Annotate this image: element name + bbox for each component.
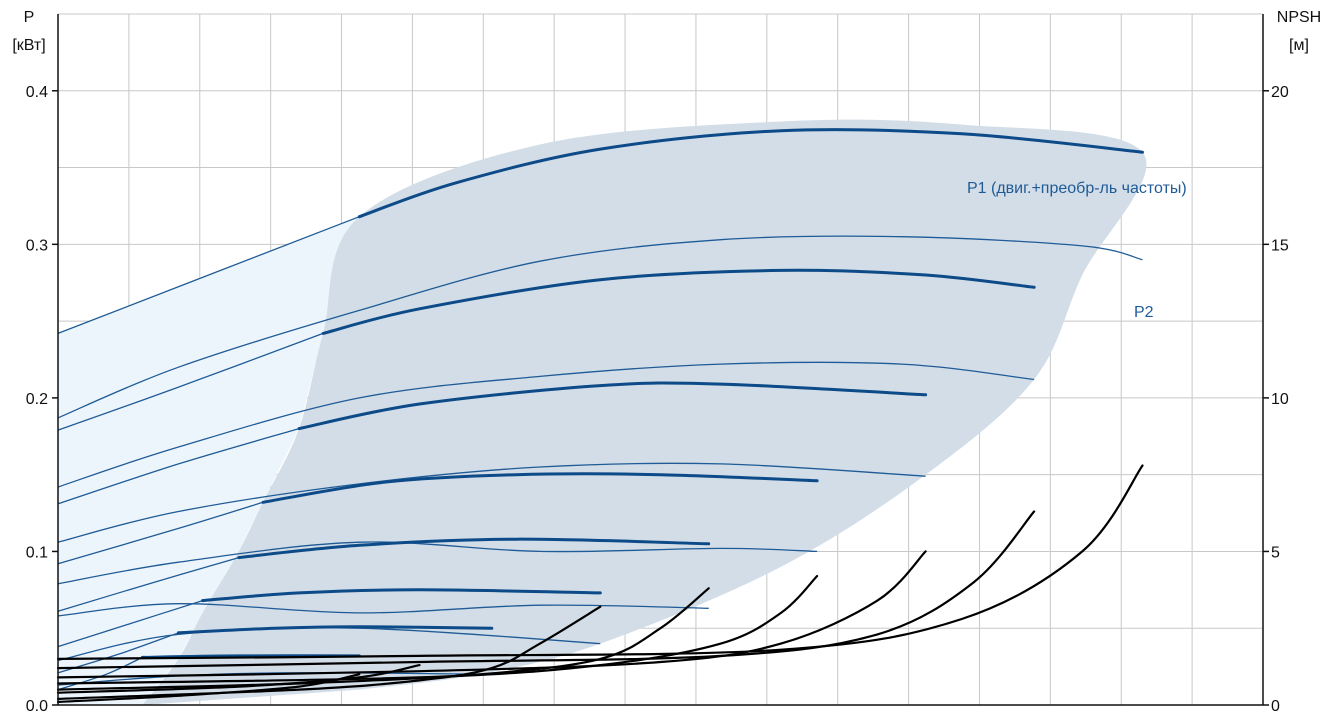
left-tick-label: 0.3 (26, 237, 48, 254)
right-tick-label: 15 (1271, 237, 1289, 254)
left-tick-label: 0.0 (26, 698, 48, 711)
left-tick-label: 0.2 (26, 391, 48, 408)
p1-curve-thin (57, 501, 264, 565)
region-light (58, 216, 360, 705)
tick-labels: 0.0 0.1 0.2 0.3 0.4 0 5 10 15 20 (26, 84, 1289, 711)
right-tick-label: 0 (1271, 698, 1280, 711)
p1-curve (357, 128, 1144, 219)
p2-curve (57, 235, 1143, 419)
axes (57, 14, 1264, 706)
p1-curve (261, 472, 819, 504)
right-axis-title-line2: [м] (1289, 37, 1309, 54)
p1-curve (237, 537, 711, 560)
p1-curve-thin (57, 427, 300, 505)
p1-curve (177, 625, 494, 635)
npsh-curve (56, 673, 361, 703)
p2-curve (57, 672, 492, 686)
p1-curve (297, 381, 928, 431)
right-tick-label: 20 (1271, 84, 1289, 101)
right-tick-label: 10 (1271, 391, 1289, 408)
p2-curve (57, 361, 1035, 488)
npsh-curve (56, 464, 1144, 660)
series-label-p2: P2 (1134, 304, 1154, 321)
p2-curve (57, 462, 926, 543)
right-tick-label: 5 (1271, 544, 1280, 561)
p1-curve (321, 268, 1036, 335)
right-axis-title-line1: NPSH (1277, 9, 1321, 26)
p1-curve-thin (57, 216, 360, 335)
p2-curve (57, 603, 709, 617)
left-axis-title-line1: P (24, 9, 35, 26)
npsh-curves (56, 464, 1144, 703)
left-tick-label: 0.4 (26, 84, 48, 101)
operating-region (58, 119, 1147, 706)
p1-curve (201, 588, 602, 603)
p1-curve-thin (57, 656, 143, 691)
left-tick-label: 0.1 (26, 544, 48, 561)
p1-curve-thin (57, 332, 324, 431)
p2-curves (57, 235, 1143, 686)
npsh-curve (56, 550, 927, 679)
npsh-curve (56, 510, 1036, 670)
region-dark (142, 119, 1147, 706)
p1-curve-thin (57, 599, 203, 648)
p1-curve-thin (57, 556, 239, 612)
left-axis-title-line2: [кВт] (12, 37, 45, 54)
npsh-curve (56, 664, 421, 694)
p2-curve (57, 541, 818, 585)
series-label-p1: P1 (двиг.+преобр-ль частоты) (967, 180, 1187, 197)
